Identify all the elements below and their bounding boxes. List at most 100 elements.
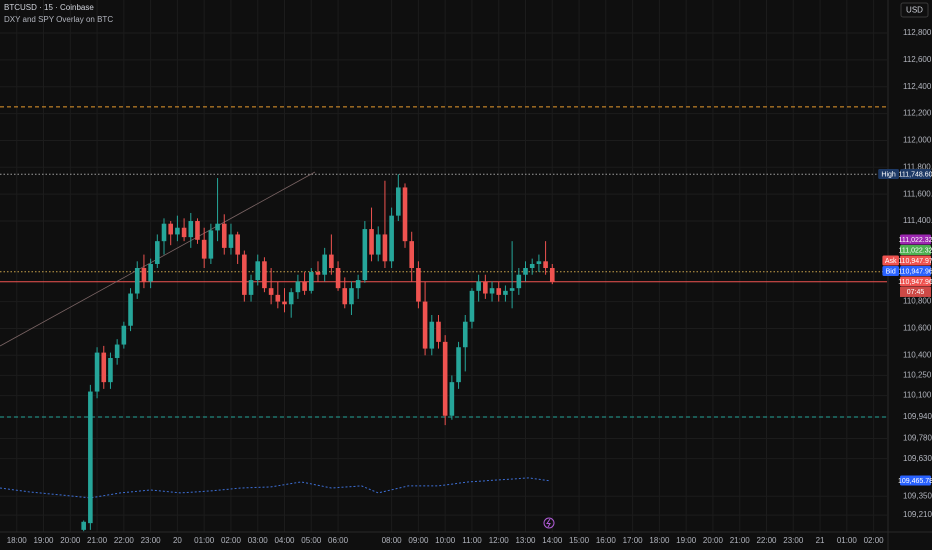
candle-body bbox=[248, 280, 254, 295]
x-tick-label: 21:00 bbox=[730, 536, 751, 545]
x-tick-label: 21:00 bbox=[87, 536, 108, 545]
x-tick-label: 19:00 bbox=[676, 536, 697, 545]
candle-body bbox=[168, 223, 174, 235]
candle-body bbox=[88, 391, 93, 524]
x-tick-label: 12:00 bbox=[489, 536, 510, 545]
y-tick-label: 112,800.00 bbox=[903, 28, 932, 37]
candle-body bbox=[108, 357, 113, 383]
candle-body bbox=[369, 229, 374, 255]
candle-body bbox=[402, 187, 408, 242]
indicator-title: DXY and SPY Overlay on BTC bbox=[4, 15, 113, 24]
event-icon-bolt bbox=[546, 518, 551, 528]
x-tick-label: 20:00 bbox=[60, 536, 81, 545]
y-tick-label: 110,400.00 bbox=[903, 350, 932, 359]
x-tick-label: 22:00 bbox=[114, 536, 135, 545]
candle-body bbox=[483, 281, 488, 294]
candle-body bbox=[422, 301, 428, 349]
price-label-box bbox=[900, 168, 931, 179]
y-tick-label: 112,000.00 bbox=[903, 136, 932, 145]
y-tick-label: 110,100.00 bbox=[903, 391, 932, 400]
axes: 112,800.00 112,600.00 112,400.00 112,200.00… bbox=[878, 28, 932, 519]
candle-body bbox=[175, 227, 180, 235]
x-tick-label: 13:00 bbox=[515, 536, 536, 545]
candle-body bbox=[503, 290, 508, 295]
x-tick-label: 08:00 bbox=[382, 536, 403, 545]
x-tick-label: 17:00 bbox=[623, 536, 644, 545]
candle-body bbox=[409, 241, 415, 269]
x-tick-label: 14:00 bbox=[542, 536, 563, 545]
x-tick-label: 02:00 bbox=[221, 536, 242, 545]
candle-body bbox=[429, 321, 435, 349]
candle-body bbox=[101, 352, 107, 383]
candle-body bbox=[349, 288, 354, 305]
candle-body bbox=[489, 288, 495, 294]
price-label: 110,947.96 bbox=[898, 279, 932, 286]
x-tick-label: 23:00 bbox=[141, 536, 162, 545]
candle-body bbox=[228, 234, 234, 248]
price-label-box bbox=[900, 276, 931, 287]
candle-body bbox=[114, 344, 120, 358]
x-tick-label: 01:00 bbox=[837, 536, 858, 545]
candle-body bbox=[315, 272, 321, 275]
candle-body bbox=[148, 263, 153, 282]
x-tick-label: 18:00 bbox=[649, 536, 670, 545]
x-tick-label: 20 bbox=[173, 536, 182, 545]
candle-body bbox=[308, 272, 314, 291]
price-label: 110,947.97 bbox=[898, 258, 932, 265]
price-label: 111,022.32 bbox=[899, 237, 932, 244]
price-tag: Ask bbox=[885, 258, 897, 265]
x-tick-label: 02:00 bbox=[864, 536, 885, 545]
candle-body bbox=[208, 230, 214, 259]
price-label: 109,465.78 bbox=[898, 478, 932, 485]
x-tick-label: 10:00 bbox=[435, 536, 456, 545]
price-tag-box bbox=[878, 168, 899, 179]
y-tick-label: 109,630.00 bbox=[903, 454, 932, 463]
y-tick-label: 110,800.00 bbox=[903, 297, 932, 306]
currency-box[interactable] bbox=[900, 2, 929, 18]
x-tick-label: 03:00 bbox=[248, 536, 269, 545]
candle-body bbox=[141, 268, 147, 282]
candle-body bbox=[396, 187, 401, 216]
x-tick-label: 20:00 bbox=[703, 536, 724, 545]
y-tick-label: 109,210.00 bbox=[903, 510, 932, 519]
x-tick-label: 01:00 bbox=[194, 536, 215, 545]
candle-body bbox=[215, 223, 220, 231]
candle-body bbox=[382, 234, 388, 262]
candle-body bbox=[288, 292, 294, 305]
candle-body bbox=[282, 301, 287, 305]
candle-body bbox=[201, 239, 207, 259]
candle-body bbox=[335, 268, 341, 289]
candle-body bbox=[449, 382, 455, 416]
price-label: 111,748.60 bbox=[899, 172, 932, 179]
price-label: 110,947.96 bbox=[898, 269, 932, 276]
event-icon[interactable] bbox=[543, 517, 555, 529]
symbol-title: BTCUSD · 15 · Coinbase bbox=[4, 3, 94, 12]
candle-body bbox=[121, 325, 127, 345]
candle-body bbox=[188, 221, 194, 238]
candle-body bbox=[81, 521, 86, 530]
y-tick-label: 112,200.00 bbox=[903, 109, 932, 118]
candles bbox=[0, 174, 555, 532]
candle-body bbox=[476, 281, 481, 291]
price-label: 111,022.32 bbox=[899, 248, 932, 255]
x-tick-label: 23:00 bbox=[783, 536, 804, 545]
countdown-box bbox=[900, 286, 931, 297]
price-label-box bbox=[900, 255, 931, 266]
y-tick-label: 111,600.00 bbox=[903, 189, 932, 198]
y-tick-label: 111,800.00 bbox=[903, 162, 932, 171]
price-tag-box bbox=[882, 265, 899, 276]
candle-body bbox=[262, 261, 267, 289]
candle-body bbox=[523, 268, 528, 275]
x-tick-label: 15:00 bbox=[569, 536, 590, 545]
candle-body bbox=[456, 347, 461, 383]
price-label-box bbox=[900, 244, 931, 255]
candle-body bbox=[362, 229, 368, 281]
currency: USD bbox=[906, 6, 923, 15]
candle-body bbox=[134, 268, 140, 294]
candle-body bbox=[375, 234, 381, 255]
candle-body bbox=[195, 221, 200, 240]
candle-body bbox=[128, 293, 133, 326]
